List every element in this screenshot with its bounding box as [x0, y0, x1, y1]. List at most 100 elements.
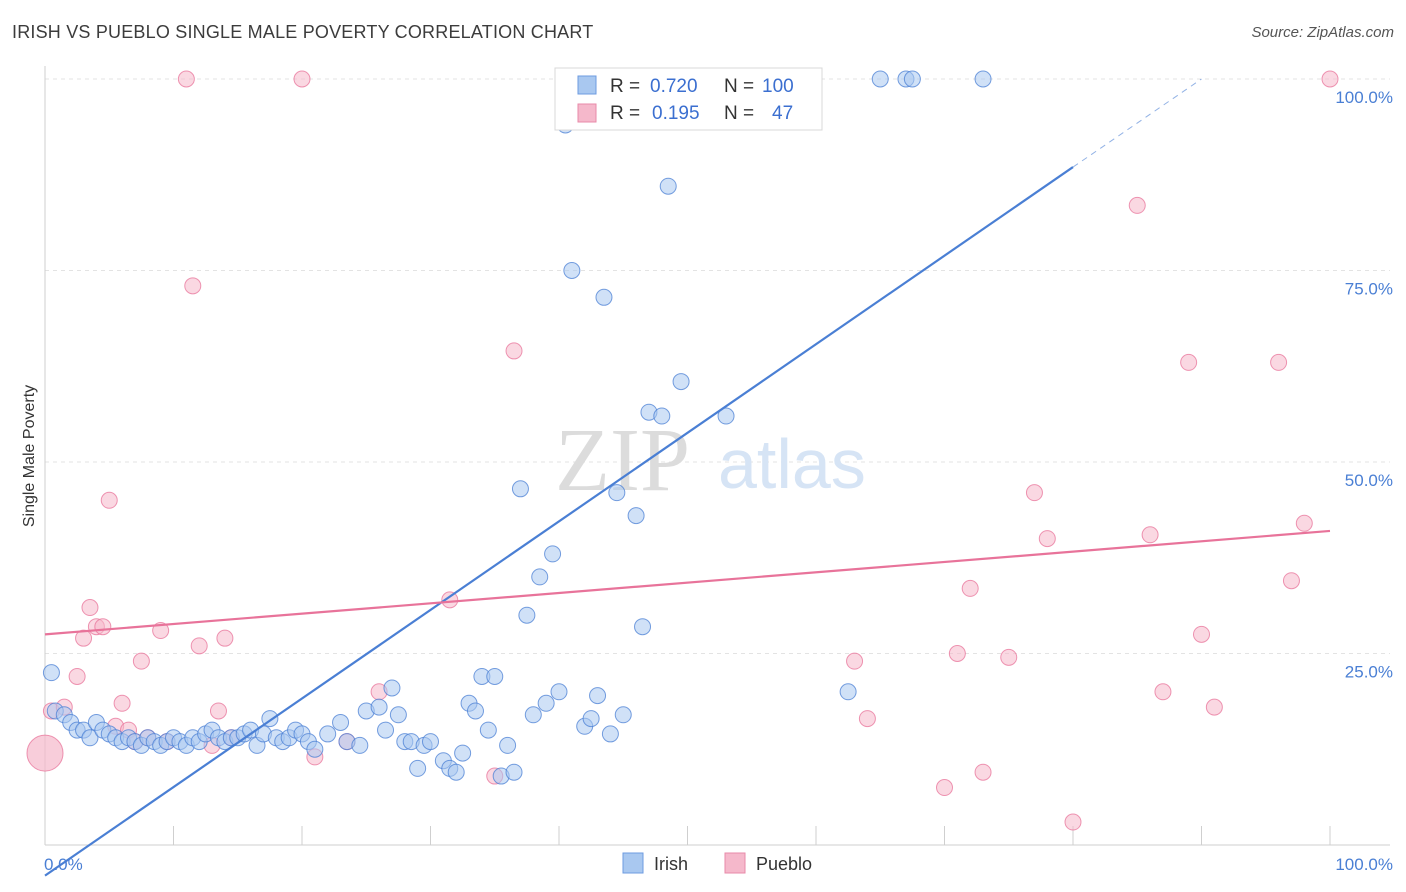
pueblo-point: [190, 637, 208, 655]
pueblo-point: [1270, 353, 1288, 371]
watermark: ZIP atlas: [555, 411, 866, 510]
irish-point: [370, 698, 388, 716]
irish-point: [614, 706, 632, 724]
pueblo-point: [974, 763, 992, 781]
y-tick-label: 50.0%: [1345, 471, 1393, 490]
pueblo-point: [1064, 813, 1082, 831]
irish-point: [511, 480, 529, 498]
watermark-atlas: atlas: [718, 425, 866, 503]
irish-point: [717, 407, 735, 425]
irish-point: [306, 740, 324, 758]
irish-point: [550, 683, 568, 701]
tick-labels: 25.0% 50.0% 75.0% 100.0% 0.0% 100.0%: [44, 88, 1393, 874]
pueblo-point: [100, 491, 118, 509]
source-credit: Source: ZipAtlas.com: [1251, 24, 1394, 41]
legend-r-label-pueblo: R =: [610, 103, 640, 124]
irish-point: [486, 667, 504, 685]
irish-point: [351, 736, 369, 754]
legend-r-value-pueblo: 0.195: [652, 103, 700, 124]
irish-point: [627, 507, 645, 525]
legend-swatch-irish: [577, 75, 597, 95]
irish-point: [518, 606, 536, 624]
irish-point: [479, 721, 497, 739]
pueblo-point: [132, 652, 150, 670]
irish-point: [531, 568, 549, 586]
irish-point: [422, 733, 439, 751]
irish-point: [601, 725, 619, 743]
pueblo-point: [184, 277, 202, 295]
irish-points: [42, 70, 992, 785]
pueblo-point: [1282, 572, 1300, 590]
irish-point: [466, 702, 484, 720]
pueblo-point: [26, 734, 64, 772]
pueblo-point: [293, 70, 311, 88]
irish-point: [903, 70, 921, 88]
irish-point: [332, 713, 350, 731]
pueblo-point: [1205, 698, 1223, 716]
y-axis-label: Single Male Poverty: [21, 385, 38, 527]
pueblo-point: [94, 618, 112, 636]
pueblo-point: [1038, 530, 1056, 548]
pueblo-point: [1321, 70, 1339, 88]
bottom-legend-swatch-irish: [622, 852, 644, 874]
pueblo-point: [1025, 484, 1043, 502]
irish-point: [389, 706, 407, 724]
irish-point: [634, 618, 652, 636]
pueblo-point: [505, 342, 523, 360]
pueblo-point: [1180, 353, 1198, 371]
pueblo-point: [68, 667, 86, 685]
legend-n-value-irish: 100: [762, 76, 794, 97]
y-tick-label: 75.0%: [1345, 280, 1393, 299]
bottom-legend-label-irish: Irish: [654, 854, 688, 874]
chart-title: IRISH VS PUEBLO SINGLE MALE POVERTY CORR…: [12, 22, 594, 42]
irish-point: [377, 721, 395, 739]
pueblo-point: [936, 779, 953, 797]
pueblo-point: [441, 591, 459, 609]
irish-trend-line: [44, 166, 1074, 877]
pueblo-trend-line: [44, 529, 1331, 636]
y-tick-label: 25.0%: [1345, 663, 1393, 682]
legend-n-value-pueblo: 47: [772, 103, 793, 124]
x-tick-label: 0.0%: [44, 855, 83, 874]
pueblo-point: [1154, 683, 1172, 701]
pueblo-point: [113, 694, 131, 712]
pueblo-point: [216, 629, 234, 647]
pueblo-point: [1000, 648, 1018, 666]
irish-point: [608, 484, 626, 502]
irish-point: [383, 679, 401, 697]
irish-point: [524, 706, 542, 724]
irish-point: [589, 687, 607, 705]
irish-point: [447, 763, 465, 781]
pueblo-point: [1193, 625, 1210, 643]
irish-point: [582, 710, 600, 728]
irish-trend-extension: [1072, 78, 1202, 168]
irish-point: [839, 683, 857, 701]
pueblo-point: [948, 645, 966, 662]
trend-lines: [44, 78, 1331, 877]
legend-n-label-pueblo: N =: [724, 103, 754, 124]
irish-point: [81, 729, 99, 747]
pueblo-point: [1128, 196, 1146, 214]
irish-point: [653, 407, 671, 425]
pueblo-point: [81, 599, 99, 617]
irish-point: [595, 288, 613, 306]
irish-point: [563, 262, 581, 279]
pueblo-point: [209, 702, 227, 720]
irish-point: [319, 725, 337, 743]
irish-point: [871, 70, 889, 88]
pueblo-point: [1295, 514, 1313, 532]
irish-point: [659, 177, 677, 195]
irish-point: [499, 736, 517, 754]
pueblo-point: [152, 622, 170, 640]
pueblo-point: [1141, 526, 1159, 544]
x-tick-label: 100.0%: [1335, 855, 1393, 874]
pueblo-point: [961, 579, 979, 597]
irish-point: [409, 759, 427, 777]
irish-point: [544, 545, 562, 563]
y-tick-label: 100.0%: [1335, 88, 1393, 107]
grid-lines: [45, 78, 1390, 654]
pueblo-point: [858, 710, 876, 728]
legend-box: R = 0.720 N = 100 R = 0.195 N = 47: [554, 67, 823, 131]
irish-point: [454, 744, 472, 762]
